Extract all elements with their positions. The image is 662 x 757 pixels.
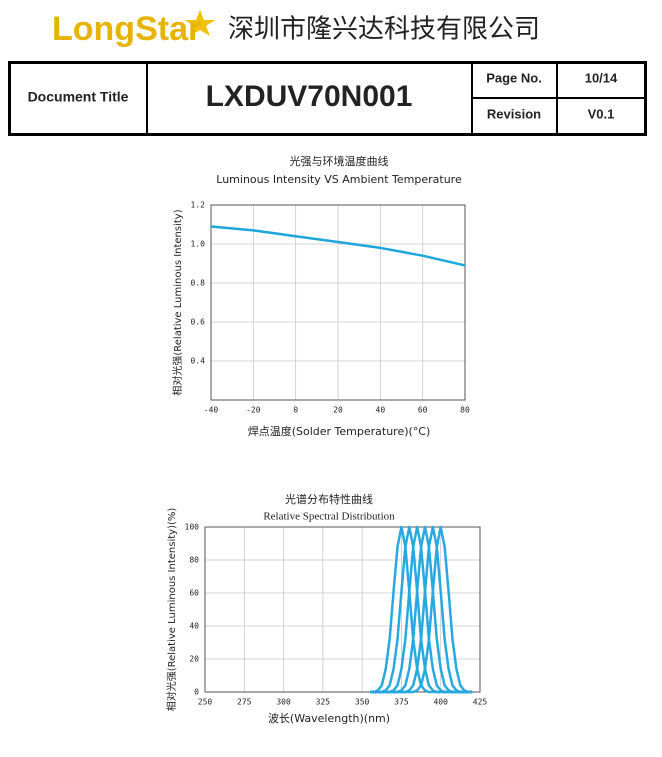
revision-label: Revision <box>487 106 541 121</box>
y-tick-label: 40 <box>189 622 199 631</box>
header-table <box>8 61 647 136</box>
logo-star <box>185 10 215 36</box>
y-tick-label: 100 <box>185 523 200 532</box>
title-label: Document Title <box>28 89 129 105</box>
y-tick-label: 60 <box>189 589 199 598</box>
doc-title: LXDUV70N001 <box>206 80 413 113</box>
chart-title: 光谱分布特性曲线 <box>285 492 373 506</box>
x-tick-label: 20 <box>333 406 343 415</box>
logo: LongStar <box>52 10 201 48</box>
page-label: Page No. <box>486 70 542 85</box>
data-line <box>210 225 466 267</box>
y-tick-label: 0.8 <box>191 279 206 288</box>
x-tick-label: 0 <box>293 406 298 415</box>
x-tick-label: 250 <box>198 698 213 707</box>
data-line <box>370 525 473 694</box>
x-tick-label: 325 <box>316 698 331 707</box>
y-tick-label: 0.4 <box>191 357 206 366</box>
y-tick-label: 20 <box>189 655 199 664</box>
plot-frame <box>210 204 466 401</box>
x-tick-label: 375 <box>394 698 409 707</box>
x-tick-label: 275 <box>237 698 252 707</box>
y-axis-label: 相对光强(Relative Luminous Intensity) <box>171 209 184 395</box>
x-axis-label: 焊点温度(Solder Temperature)(°C) <box>248 424 431 438</box>
y-tick-label: 0.6 <box>191 318 206 327</box>
chart-subtitle: Relative Spectral Distribution <box>263 511 395 523</box>
chart-subtitle: Luminous Intensity VS Ambient Temperatur… <box>216 173 462 186</box>
x-tick-label: 60 <box>418 406 428 415</box>
x-tick-label: -40 <box>204 406 219 415</box>
y-tick-label: 1.2 <box>191 201 206 210</box>
x-axis-label: 波长(Wavelength)(nm) <box>268 712 390 725</box>
x-tick-label: 350 <box>355 698 370 707</box>
x-tick-label: 80 <box>460 406 470 415</box>
y-tick-label: 1.0 <box>191 240 206 249</box>
x-tick-label: 300 <box>276 698 291 707</box>
y-tick-label: 0 <box>194 688 199 697</box>
y-axis-label: 相对光强(Relative Luminous Intensity)(%) <box>165 508 178 712</box>
x-tick-label: 425 <box>473 698 488 707</box>
chart-title: 光强与环境温度曲线 <box>290 154 389 168</box>
company-name: 深圳市隆兴达科技有限公司 <box>228 15 540 45</box>
plot-frame <box>204 526 481 693</box>
revision: V0.1 <box>588 106 615 121</box>
x-tick-label: -20 <box>246 406 261 415</box>
x-tick-label: 400 <box>433 698 448 707</box>
page-number: 10/14 <box>585 70 618 85</box>
x-tick-label: 40 <box>376 406 386 415</box>
y-tick-label: 80 <box>189 556 199 565</box>
